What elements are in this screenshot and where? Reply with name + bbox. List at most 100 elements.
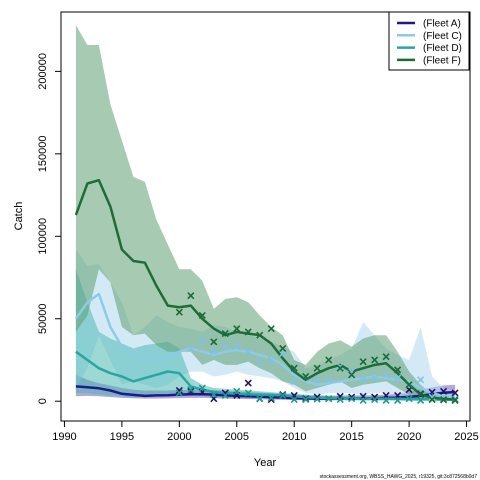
band-series-3 (75, 269, 456, 401)
marker-series-2 (359, 376, 367, 384)
marker-series-4 (198, 311, 206, 320)
marker-series-2 (233, 343, 241, 351)
marker-series-3 (382, 396, 390, 404)
y-tick-label: 0 (37, 398, 49, 404)
line-series-2 (74, 292, 456, 400)
marker-series-4 (221, 330, 229, 338)
x-tick-label: 1995 (110, 431, 134, 443)
y-tick-label: 200000 (37, 53, 49, 90)
legend: (Fleet A)(Fleet C)(Fleet D)(Fleet F) (388, 11, 470, 71)
legend-label: (Fleet F) (423, 55, 461, 66)
marker-series-1 (348, 393, 356, 401)
x-tick-label: 2025 (454, 431, 478, 443)
marker-series-3 (267, 394, 275, 402)
line-series-3 (75, 350, 456, 401)
marker-series-3 (210, 391, 218, 399)
marker-series-4 (336, 364, 344, 372)
marker-series-2 (313, 376, 321, 384)
marker-series-4 (313, 364, 321, 372)
marker-series-2 (394, 374, 402, 382)
marker-series-2 (244, 348, 252, 356)
marker-series-3 (233, 387, 241, 395)
marker-series-2 (187, 344, 195, 353)
marker-series-2 (325, 376, 333, 384)
marker-series-4 (302, 372, 310, 381)
x-tick-label: 2015 (339, 431, 363, 443)
marker-series-1 (267, 395, 275, 404)
y-tick-label: 100000 (37, 218, 49, 255)
marker-series-3 (405, 395, 413, 403)
marker-series-4 (325, 356, 333, 364)
marker-series-4 (233, 325, 241, 333)
marker-series-3 (359, 396, 367, 404)
marker-series-1 (440, 387, 448, 395)
marker-series-1 (371, 393, 379, 401)
marker-series-1 (187, 387, 195, 395)
marker-series-1 (313, 393, 321, 401)
x-tick-label: 1990 (52, 431, 76, 443)
marker-series-1 (175, 386, 183, 395)
observation-markers (175, 292, 459, 404)
y-tick-label: 50000 (37, 303, 49, 334)
marker-series-2 (382, 371, 390, 379)
marker-series-2 (198, 336, 206, 344)
footer-note: stockassessment.org, WBSS_HAWG_2025, r19… (320, 474, 478, 480)
marker-series-3 (348, 395, 356, 403)
marker-series-4 (405, 381, 413, 389)
marker-series-2 (210, 348, 218, 356)
y-axis-label: Catch (13, 202, 25, 231)
marker-series-4 (267, 325, 275, 333)
marker-series-3 (371, 395, 379, 404)
legend-label: (Fleet A) (423, 19, 461, 30)
marker-series-2 (221, 343, 229, 351)
marker-series-4 (244, 328, 252, 336)
x-axis-label: Year (254, 457, 277, 469)
marker-series-3 (451, 395, 459, 403)
marker-series-4 (428, 395, 436, 404)
marker-series-3 (187, 386, 195, 394)
marker-series-1 (451, 389, 459, 397)
y-axis: 0 50000 100000 150000 200000 (37, 53, 62, 404)
marker-series-4 (382, 353, 390, 361)
marker-series-4 (451, 396, 459, 404)
legend-label: (Fleet D) (423, 43, 462, 54)
marker-series-4 (279, 344, 287, 353)
line-series-4 (74, 178, 456, 401)
marker-series-4 (440, 395, 448, 404)
confidence-bands (75, 25, 456, 401)
marker-series-4 (348, 371, 356, 379)
marker-series-4 (371, 356, 379, 364)
y-tick-label: 150000 (37, 135, 49, 172)
marker-series-3 (221, 391, 229, 400)
marker-series-3 (325, 395, 333, 403)
marker-series-3 (302, 395, 310, 404)
x-tick-label: 2020 (397, 431, 421, 443)
marker-series-2 (336, 363, 344, 371)
marker-series-4 (394, 366, 402, 374)
marker-series-3 (290, 395, 298, 404)
marker-series-3 (279, 391, 287, 400)
marker-series-4 (175, 308, 183, 316)
marker-series-4 (290, 364, 298, 372)
marker-series-2 (417, 376, 425, 384)
marker-series-2 (267, 356, 275, 364)
marker-series-3 (313, 395, 321, 403)
marker-series-1 (221, 389, 229, 397)
legend-label: (Fleet C) (423, 31, 462, 42)
marker-series-1 (244, 379, 252, 387)
marker-series-3 (417, 396, 425, 404)
estimate-lines (74, 178, 456, 401)
marker-series-3 (256, 395, 264, 403)
marker-series-3 (394, 396, 402, 404)
marker-series-3 (336, 395, 344, 404)
x-tick-label: 2000 (167, 431, 191, 443)
marker-series-2 (428, 393, 436, 401)
marker-series-4 (187, 292, 195, 300)
x-tick-label: 2010 (282, 431, 306, 443)
marker-series-4 (210, 338, 218, 346)
marker-series-3 (244, 389, 252, 397)
marker-series-4 (359, 358, 367, 366)
marker-series-3 (198, 384, 206, 392)
x-tick-label: 2005 (225, 431, 249, 443)
